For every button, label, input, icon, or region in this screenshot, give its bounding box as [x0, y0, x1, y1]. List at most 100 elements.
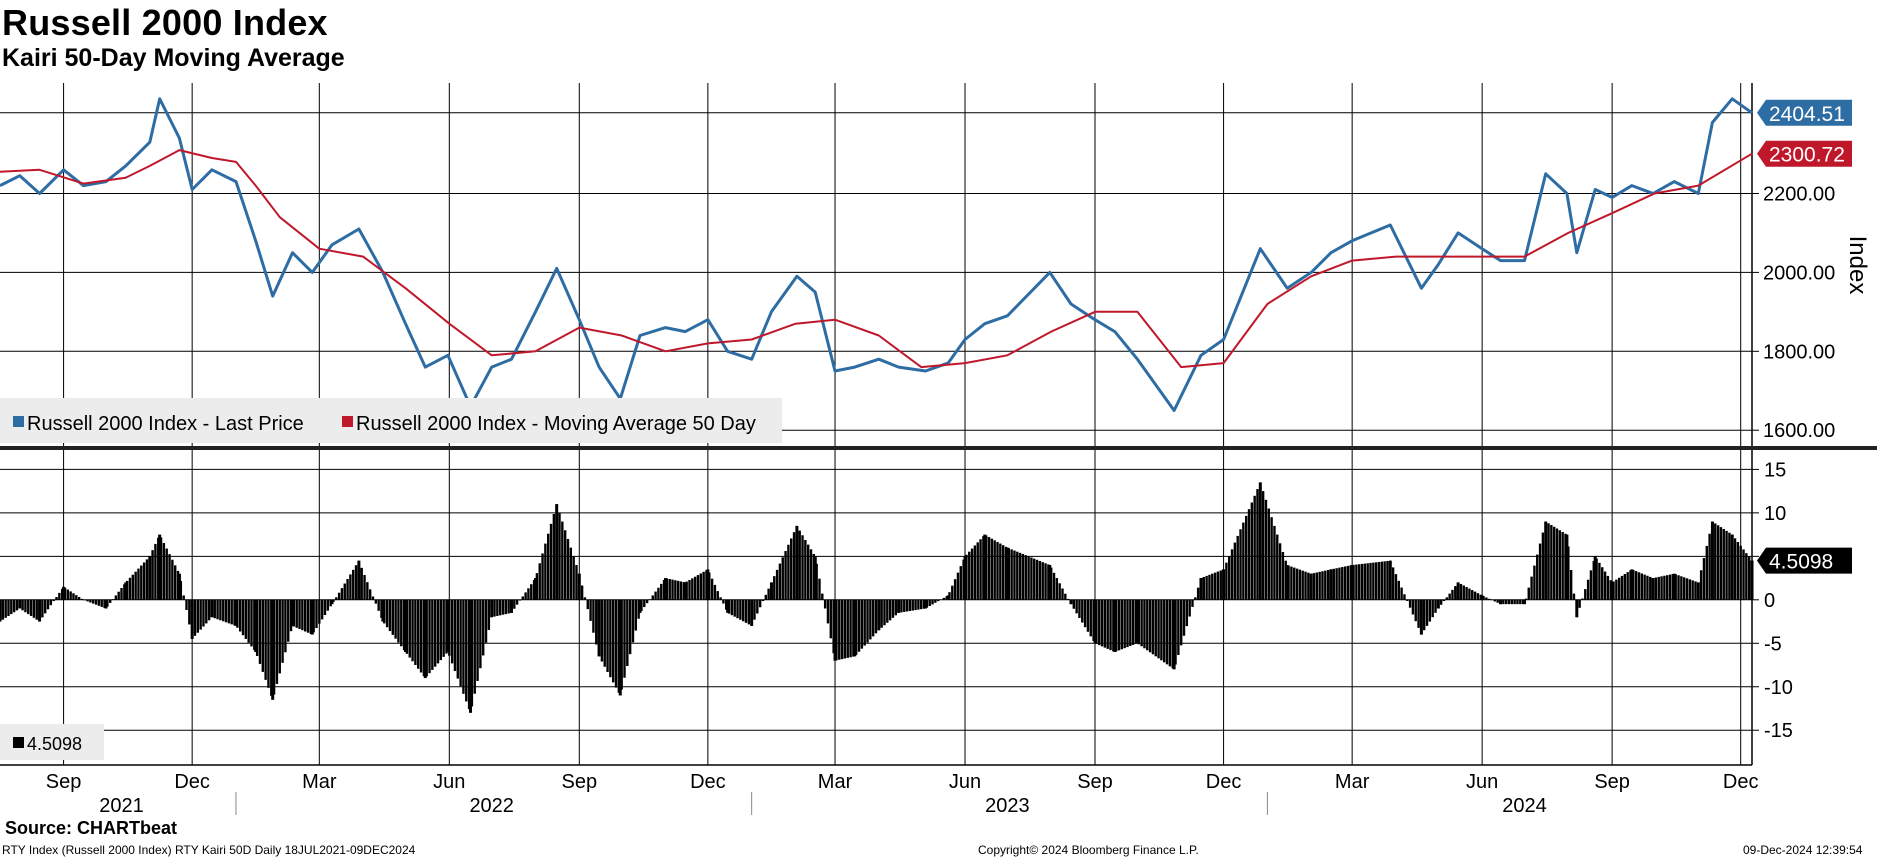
bot-ytick-label-1: 10 — [1764, 503, 1786, 525]
kairi-bar — [860, 599, 864, 649]
kairi-bar — [572, 556, 575, 600]
kairi-bar — [1552, 526, 1556, 600]
kairi-bar — [809, 549, 813, 600]
kairi-bar — [1304, 571, 1307, 600]
kairi-bar-point — [468, 599, 472, 713]
kairi-bar — [1745, 553, 1748, 600]
kairi-bar — [1428, 599, 1432, 622]
kairi-bar — [281, 599, 284, 663]
kairi-bar — [1708, 533, 1711, 600]
kairi-bar — [1372, 562, 1375, 600]
kairi-bar — [806, 544, 810, 600]
kairi-bar — [114, 595, 118, 600]
kairi-bar — [182, 595, 185, 600]
kairi-bar — [866, 599, 869, 643]
kairi-bar — [504, 599, 508, 615]
last-kairi-label: 4.5098 — [1769, 551, 1833, 574]
kairi-bar — [371, 596, 375, 600]
kairi-bar — [397, 599, 400, 643]
kairi-bar — [241, 599, 245, 636]
chart-subtitle: Kairi 50-Day Moving Average — [2, 44, 345, 72]
kairi-bar-point — [190, 599, 194, 639]
kairi-bar-point — [618, 599, 622, 696]
kairi-bar — [94, 599, 98, 605]
kairi-bar — [1374, 562, 1378, 600]
kairi-bar — [1391, 567, 1395, 600]
kairi-bar — [1445, 597, 1449, 600]
kairi-bar-point — [1329, 569, 1333, 600]
kairi-bar — [10, 599, 13, 615]
kairi-bar-point — [1696, 582, 1700, 600]
kairi-bar — [442, 599, 445, 657]
kairi-bar — [1244, 515, 1248, 600]
kairi-bar — [1589, 570, 1593, 600]
kairi-bar-point — [271, 599, 275, 700]
kairi-bar — [1742, 549, 1745, 600]
kairi-bar — [1634, 571, 1638, 600]
kairi-bar — [905, 599, 909, 612]
kairi-bar — [1208, 574, 1211, 600]
kairi-bar — [1394, 574, 1398, 600]
kairi-bar — [1228, 555, 1231, 600]
kairi-bar — [49, 599, 53, 606]
kairi-bar — [818, 578, 821, 600]
kairi-bar — [1024, 555, 1027, 600]
kairi-bar — [52, 599, 55, 602]
kairi-bar — [431, 599, 434, 670]
kairi-bar — [660, 583, 663, 600]
kairi-bar — [1400, 587, 1403, 600]
kairi-bar — [1626, 572, 1629, 600]
kairi-bar — [12, 599, 16, 613]
kairi-bar — [575, 565, 578, 600]
kairi-bar — [1052, 572, 1056, 600]
kairi-bar — [1728, 532, 1731, 600]
kairi-bar — [883, 599, 886, 626]
kairi-bar-point — [1419, 599, 1423, 635]
kairi-bar — [671, 579, 674, 600]
kairi-bar-point — [963, 556, 967, 600]
kairi-bar-point — [638, 599, 642, 613]
legend-price-label: Russell 2000 Index - Last Price — [27, 413, 304, 435]
copyright-text: Copyright© 2024 Bloomberg Finance L.P. — [978, 843, 1199, 857]
kairi-bar-point — [555, 504, 559, 600]
kairi-bar — [1414, 599, 1417, 622]
kairi-bar — [917, 599, 920, 610]
x-year-label-1: 2022 — [469, 795, 514, 817]
kairi-bar — [1072, 599, 1076, 609]
kairi-bar — [840, 599, 844, 660]
kairi-bar — [1338, 567, 1341, 600]
kairi-bar — [657, 587, 660, 600]
kairi-bar-point — [813, 556, 817, 600]
kairi-bar — [244, 599, 248, 639]
kairi-bar — [900, 599, 903, 613]
kairi-bar — [1264, 499, 1268, 600]
kairi-bar — [1202, 576, 1205, 600]
kairi-bar — [227, 599, 231, 624]
kairi-bar — [97, 599, 101, 606]
kairi-bar — [1211, 573, 1214, 600]
kairi-bar — [1533, 565, 1536, 600]
kairi-bar — [722, 599, 725, 604]
kairi-bar — [583, 597, 587, 600]
kairi-bar — [213, 599, 216, 619]
kairi-bar-point — [234, 599, 238, 626]
kairi-bar-point — [1710, 521, 1714, 600]
kairi-bar — [801, 535, 804, 600]
kairi-bar — [1315, 572, 1319, 600]
kairi-bar — [388, 599, 392, 632]
kairi-bars — [0, 482, 1754, 713]
kairi-bar — [1473, 591, 1477, 600]
kairi-bar — [781, 557, 784, 600]
kairi-bar-point — [0, 599, 2, 622]
kairi-bar — [1541, 532, 1545, 600]
kairi-bar — [1078, 599, 1081, 618]
kairi-bar — [973, 545, 977, 600]
x-tick-label-9: Dec — [1206, 771, 1242, 793]
kairi-bar — [1680, 576, 1683, 600]
kairi-bar — [1725, 530, 1728, 600]
kairi-bar — [134, 571, 137, 600]
kairi-bar — [1261, 491, 1265, 600]
kairi-bar — [903, 599, 906, 612]
kairi-bar — [247, 599, 250, 643]
